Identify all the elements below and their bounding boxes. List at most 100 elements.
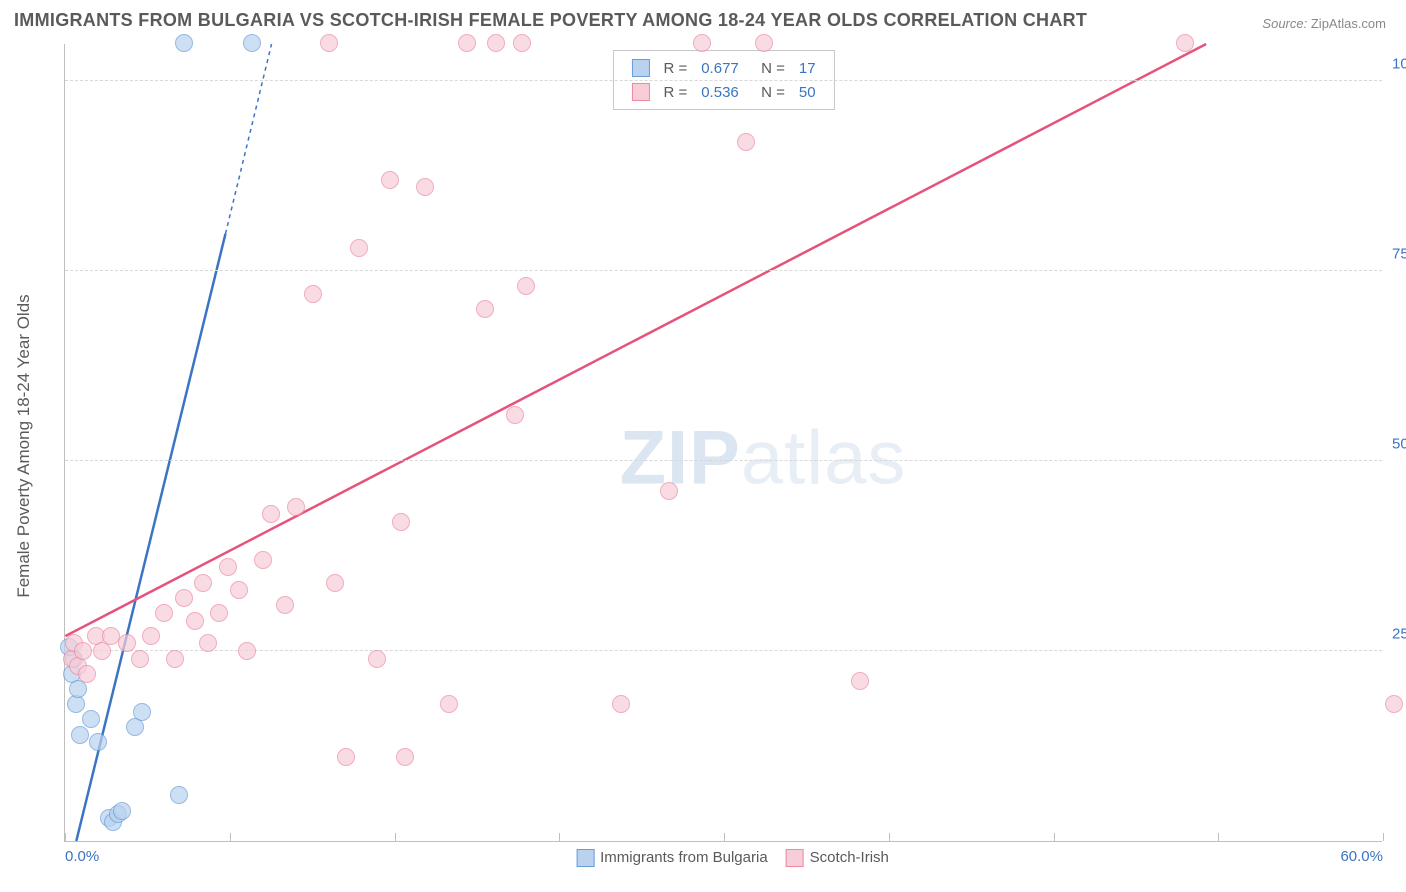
scatter-point: [210, 604, 228, 622]
r-value: 0.677: [695, 57, 745, 79]
scatter-point: [320, 34, 338, 52]
scatter-point: [517, 277, 535, 295]
scatter-point: [89, 733, 107, 751]
scatter-point: [476, 300, 494, 318]
scatter-point: [416, 178, 434, 196]
scatter-point: [166, 650, 184, 668]
chart-title: IMMIGRANTS FROM BULGARIA VS SCOTCH-IRISH…: [14, 10, 1087, 31]
scatter-point: [93, 642, 111, 660]
x-tick-mark: [1218, 833, 1219, 841]
scatter-point: [737, 133, 755, 151]
scatter-point: [175, 589, 193, 607]
legend-swatch: [576, 849, 594, 867]
source-value: ZipAtlas.com: [1311, 16, 1386, 31]
scatter-point: [186, 612, 204, 630]
scatter-point: [199, 634, 217, 652]
x-tick-mark: [724, 833, 725, 841]
legend-swatch: [631, 59, 649, 77]
legend-label: Immigrants from Bulgaria: [600, 849, 768, 866]
scatter-point: [487, 34, 505, 52]
scatter-point: [392, 513, 410, 531]
trend-line-dashed: [225, 44, 271, 234]
trend-lines-layer: [65, 44, 1382, 841]
r-label: R =: [657, 57, 693, 79]
x-tick-mark: [1383, 833, 1384, 841]
trend-line: [65, 44, 1206, 636]
n-value: 50: [793, 81, 822, 103]
legend-label: Scotch-Irish: [810, 849, 889, 866]
x-tick-mark: [559, 833, 560, 841]
scatter-point: [326, 574, 344, 592]
legend-swatch: [631, 83, 649, 101]
source-label: Source:: [1262, 16, 1307, 31]
scatter-point: [396, 748, 414, 766]
scatter-point: [71, 726, 89, 744]
scatter-point: [118, 634, 136, 652]
scatter-point: [194, 574, 212, 592]
gridline: [65, 650, 1382, 651]
scatter-point: [350, 239, 368, 257]
scatter-point: [337, 748, 355, 766]
x-tick-mark: [65, 833, 66, 841]
watermark-light: atlas: [741, 416, 907, 501]
n-label: N =: [747, 57, 791, 79]
plot-area: ZIPatlas R =0.677 N =17R =0.536 N =50 Im…: [64, 44, 1382, 842]
x-tick-mark: [230, 833, 231, 841]
scatter-point: [1385, 695, 1403, 713]
legend-swatch: [786, 849, 804, 867]
scatter-point: [693, 34, 711, 52]
scatter-point: [660, 482, 678, 500]
y-tick-label: 50.0%: [1392, 436, 1406, 453]
scatter-point: [131, 650, 149, 668]
scatter-point: [440, 695, 458, 713]
scatter-point: [82, 710, 100, 728]
scatter-point: [170, 786, 188, 804]
correlation-row: R =0.536 N =50: [625, 81, 821, 103]
x-tick-mark: [395, 833, 396, 841]
scatter-point: [78, 665, 96, 683]
x-tick-mark: [889, 833, 890, 841]
scatter-point: [1176, 34, 1194, 52]
scatter-point: [254, 551, 272, 569]
scatter-point: [276, 596, 294, 614]
scatter-point: [262, 505, 280, 523]
scatter-point: [755, 34, 773, 52]
scatter-point: [175, 34, 193, 52]
gridline: [65, 460, 1382, 461]
scatter-point: [155, 604, 173, 622]
y-tick-label: 75.0%: [1392, 246, 1406, 263]
scatter-point: [612, 695, 630, 713]
y-tick-label: 100.0%: [1392, 56, 1406, 73]
r-label: R =: [657, 81, 693, 103]
x-tick-label: 0.0%: [65, 848, 99, 865]
scatter-point: [74, 642, 92, 660]
scatter-point: [230, 581, 248, 599]
scatter-point: [851, 672, 869, 690]
x-tick-label: 60.0%: [1340, 848, 1383, 865]
r-value: 0.536: [695, 81, 745, 103]
source-attribution: Source: ZipAtlas.com: [1262, 16, 1386, 31]
gridline: [65, 270, 1382, 271]
correlation-row: R =0.677 N =17: [625, 57, 821, 79]
scatter-point: [368, 650, 386, 668]
n-label: N =: [747, 81, 791, 103]
scatter-point: [113, 802, 131, 820]
scatter-point: [287, 498, 305, 516]
y-axis-label: Female Poverty Among 18-24 Year Olds: [14, 294, 34, 597]
scatter-point: [238, 642, 256, 660]
scatter-point: [506, 406, 524, 424]
n-value: 17: [793, 57, 822, 79]
scatter-point: [381, 171, 399, 189]
series-legend: Immigrants from Bulgaria Scotch-Irish: [558, 849, 889, 867]
scatter-point: [133, 703, 151, 721]
gridline: [65, 80, 1382, 81]
scatter-point: [219, 558, 237, 576]
watermark-bold: ZIP: [620, 416, 741, 501]
y-tick-label: 25.0%: [1392, 626, 1406, 643]
scatter-point: [243, 34, 261, 52]
scatter-point: [304, 285, 322, 303]
scatter-point: [513, 34, 531, 52]
x-tick-mark: [1054, 833, 1055, 841]
scatter-point: [142, 627, 160, 645]
scatter-point: [458, 34, 476, 52]
